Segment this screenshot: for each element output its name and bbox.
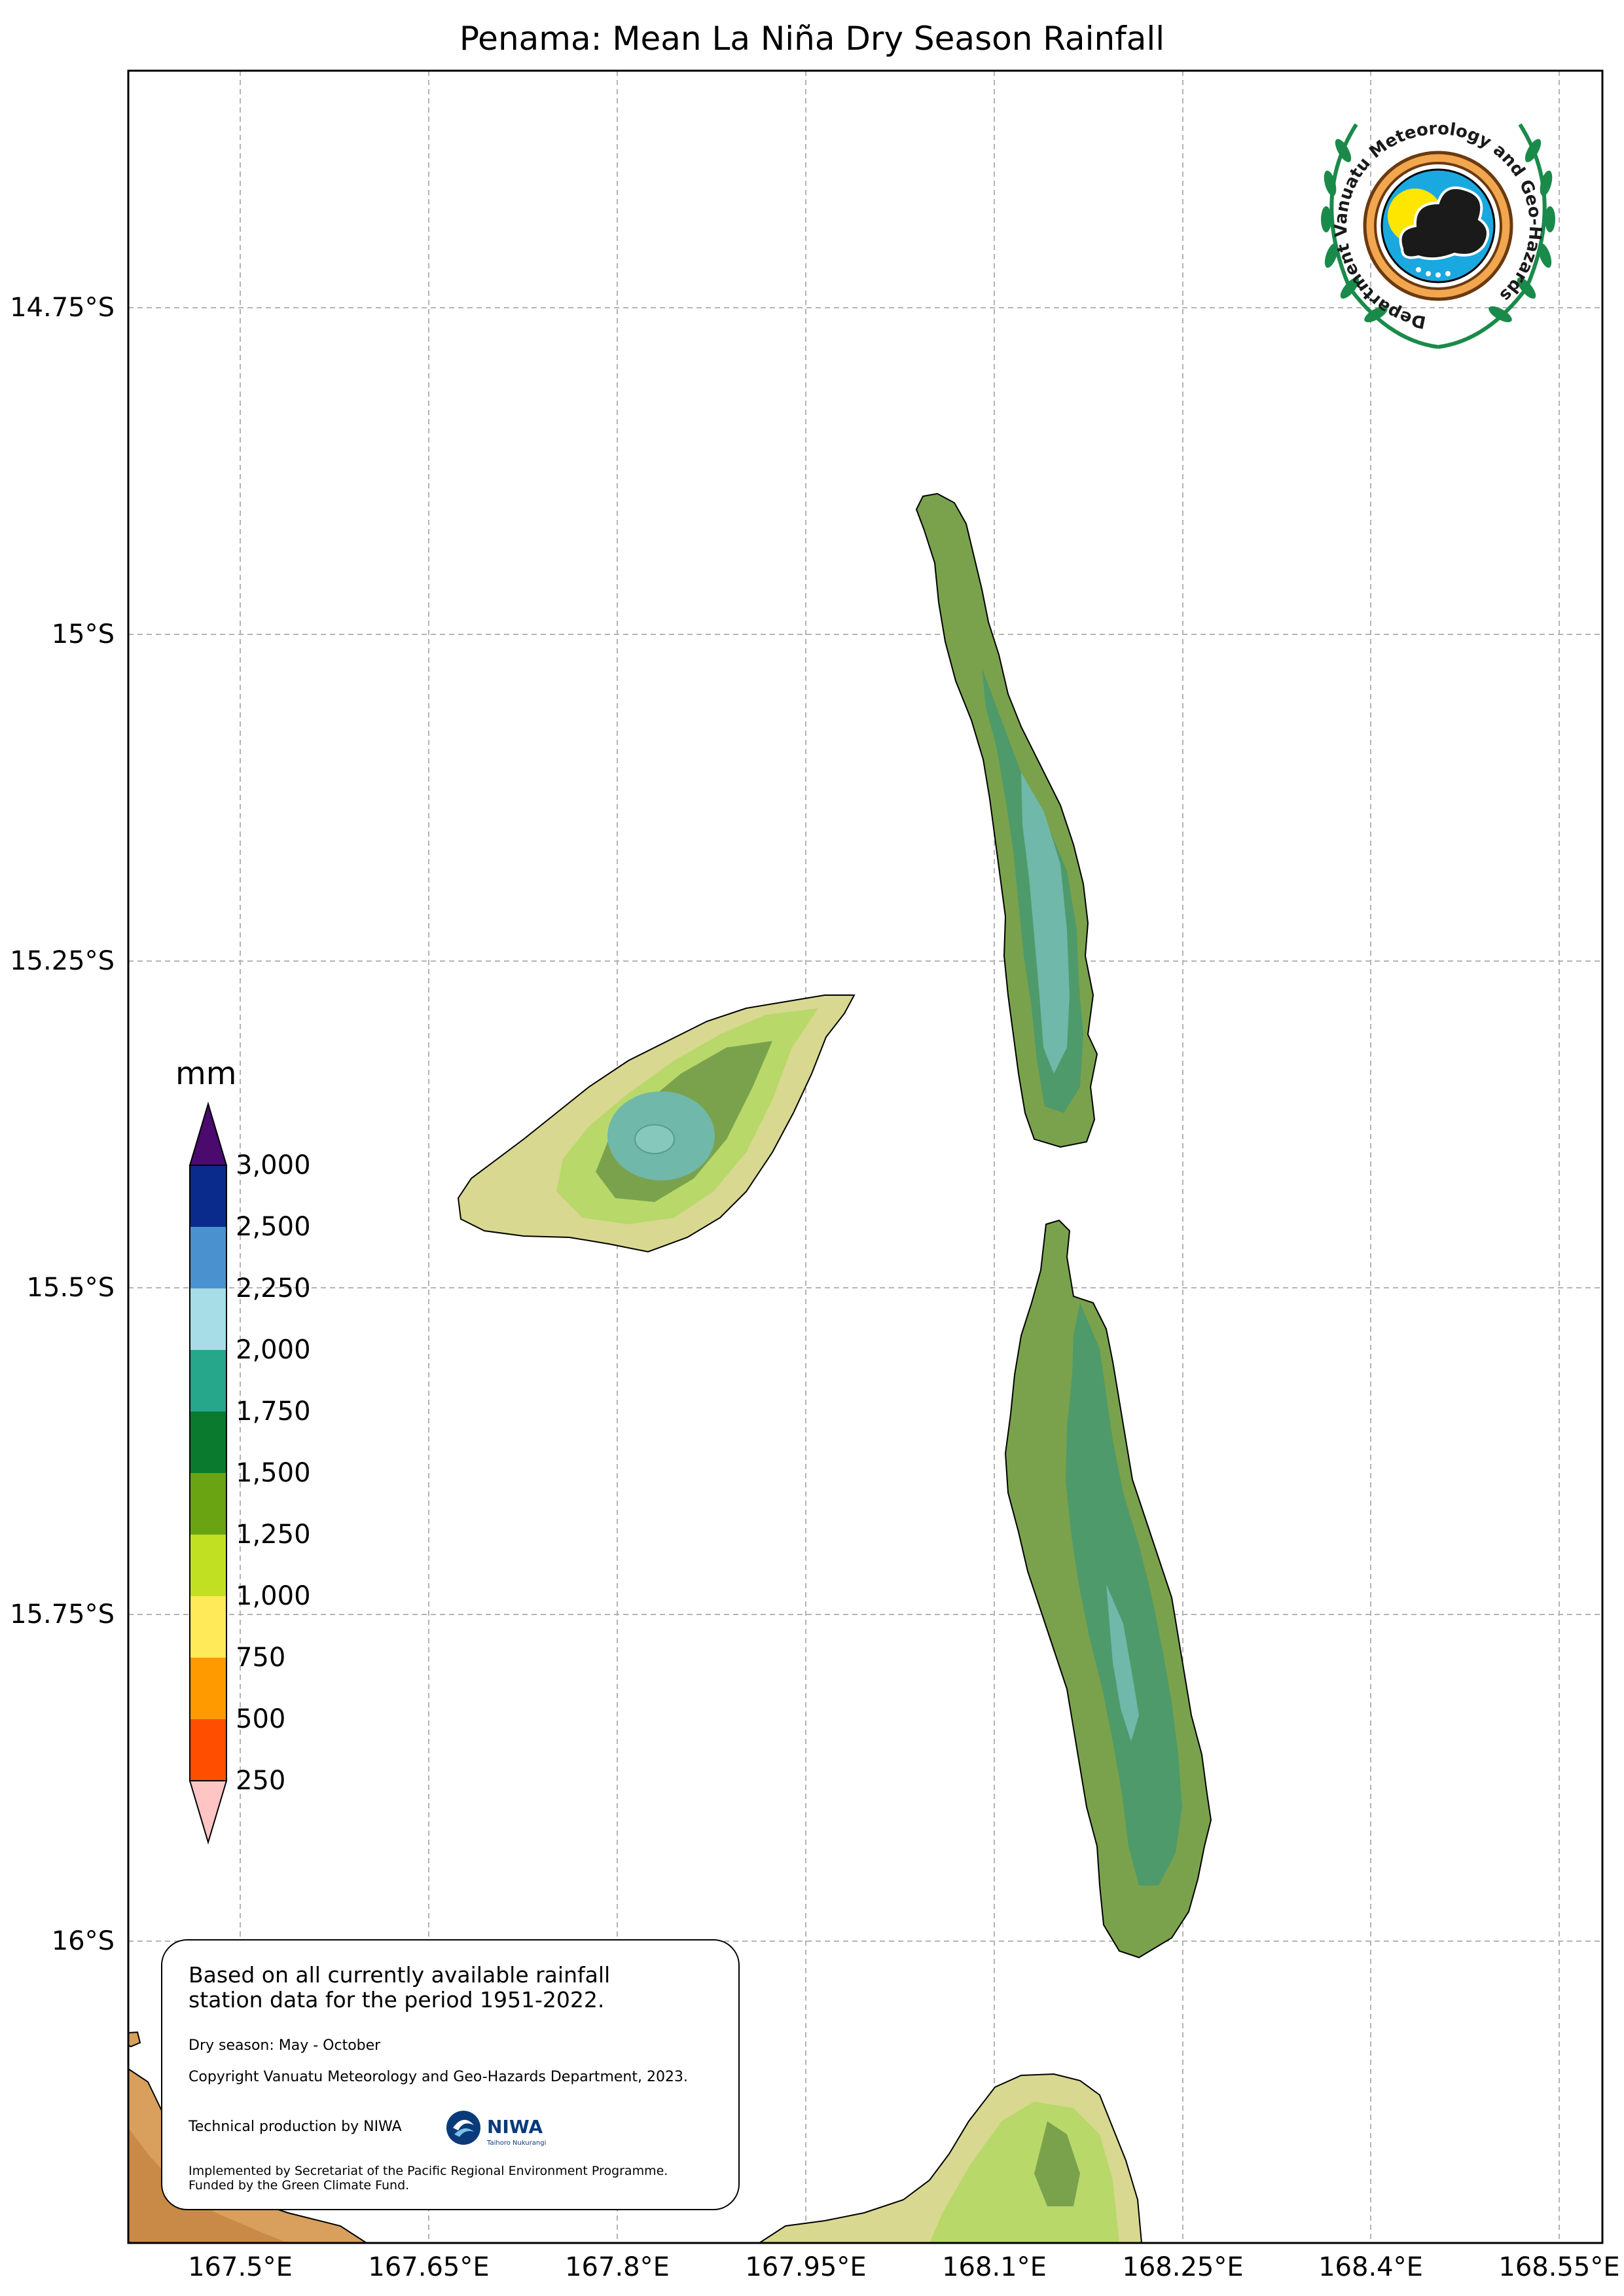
lon-label-168-55: 168.55°E [1498, 2252, 1620, 2282]
colorbar-bin-2250-2500 [190, 1227, 226, 1288]
legend-tick-2000: 2,000 [236, 1335, 311, 1365]
lat-label-15: 15°S [51, 619, 115, 649]
lon-label-168-4: 168.4°E [1318, 2252, 1423, 2282]
legend-tick-1500: 1,500 [236, 1458, 311, 1488]
info-box: Based on all currently available rainfal… [161, 1939, 740, 2210]
lat-label-16: 16°S [51, 1926, 115, 1956]
colorbar-bin-1500-1750 [190, 1412, 226, 1473]
lat-label-15-75: 15.75°S [10, 1599, 115, 1630]
island-pentecost[interactable] [1004, 1219, 1212, 1959]
vmgd-logo: Department Vanuatu Meteorology and Geo-H… [1297, 98, 1579, 354]
legend-tick-1750: 1,750 [236, 1396, 311, 1427]
map-title: Penama: Mean La Niña Dry Season Rainfall [459, 20, 1165, 58]
info-main-text: Based on all currently available rainfal… [189, 1963, 725, 2013]
legend-tick-2500: 2,500 [236, 1212, 311, 1242]
island-ambae[interactable] [457, 994, 856, 1253]
niwa-logo-text: NIWA [487, 2116, 543, 2138]
legend-unit: mm [175, 1055, 237, 1092]
legend-tick-750: 750 [236, 1643, 286, 1673]
colorbar [189, 1101, 228, 1845]
colorbar-bin-2000-2250 [190, 1288, 226, 1350]
info-dry-season: Dry season: May - October [189, 2037, 381, 2054]
legend-tick-250: 250 [236, 1766, 286, 1796]
lon-label-167-5: 167.5°E [188, 2252, 293, 2282]
lon-label-168-1: 168.1°E [942, 2252, 1047, 2282]
island-maewo[interactable] [915, 492, 1098, 1148]
island-malekula-edge [758, 2073, 1143, 2243]
info-main-line-2: station data for the period 1951-2022. [189, 1987, 605, 2013]
lon-label-167-95: 167.95°E [745, 2252, 867, 2282]
colorbar-bin-1750-2000 [190, 1350, 226, 1412]
colorbar-bin-1250-1500 [190, 1473, 226, 1535]
colorbar-bin-750-1000 [190, 1596, 226, 1658]
colorbar-bin-1000-1250 [190, 1535, 226, 1596]
lon-label-167-65: 167.65°E [368, 2252, 490, 2282]
lon-label-167-8: 167.8°E [565, 2252, 670, 2282]
niwa-logo: NIWA Taihoro Nukurangi [444, 2107, 575, 2153]
colorbar-bin-250-500 [190, 1719, 226, 1781]
legend-tick-3000: 3,000 [236, 1150, 311, 1180]
info-implemented-1: Implemented by Secretariat of the Pacifi… [189, 2164, 668, 2178]
legend-tick-1250: 1,250 [236, 1520, 311, 1550]
legend-tick-2250: 2,250 [236, 1273, 311, 1303]
info-implemented-2: Funded by the Green Climate Fund. [189, 2178, 410, 2193]
info-technical: Technical production by NIWA [189, 2119, 402, 2135]
lat-label-15-5: 15.5°S [26, 1273, 115, 1303]
colorbar-bin-500-750 [190, 1658, 226, 1719]
lon-label-168-25: 168.25°E [1122, 2252, 1244, 2282]
legend-tick-1000: 1,000 [236, 1581, 311, 1611]
lat-label-15-25: 15.25°S [10, 946, 115, 976]
niwa-logo-subtext: Taihoro Nukurangi [486, 2140, 546, 2147]
lat-label-14-75: 14.75°S [10, 293, 115, 323]
info-main-line-1: Based on all currently available rainfal… [189, 1962, 611, 1988]
colorbar-outline [189, 1165, 227, 1781]
map-frame-border [127, 69, 1604, 2244]
info-copyright: Copyright Vanuatu Meteorology and Geo-Ha… [189, 2069, 688, 2085]
legend-tick-500: 500 [236, 1704, 286, 1734]
colorbar-bin-2500-3000 [190, 1165, 226, 1227]
map-frame [128, 71, 1602, 2243]
